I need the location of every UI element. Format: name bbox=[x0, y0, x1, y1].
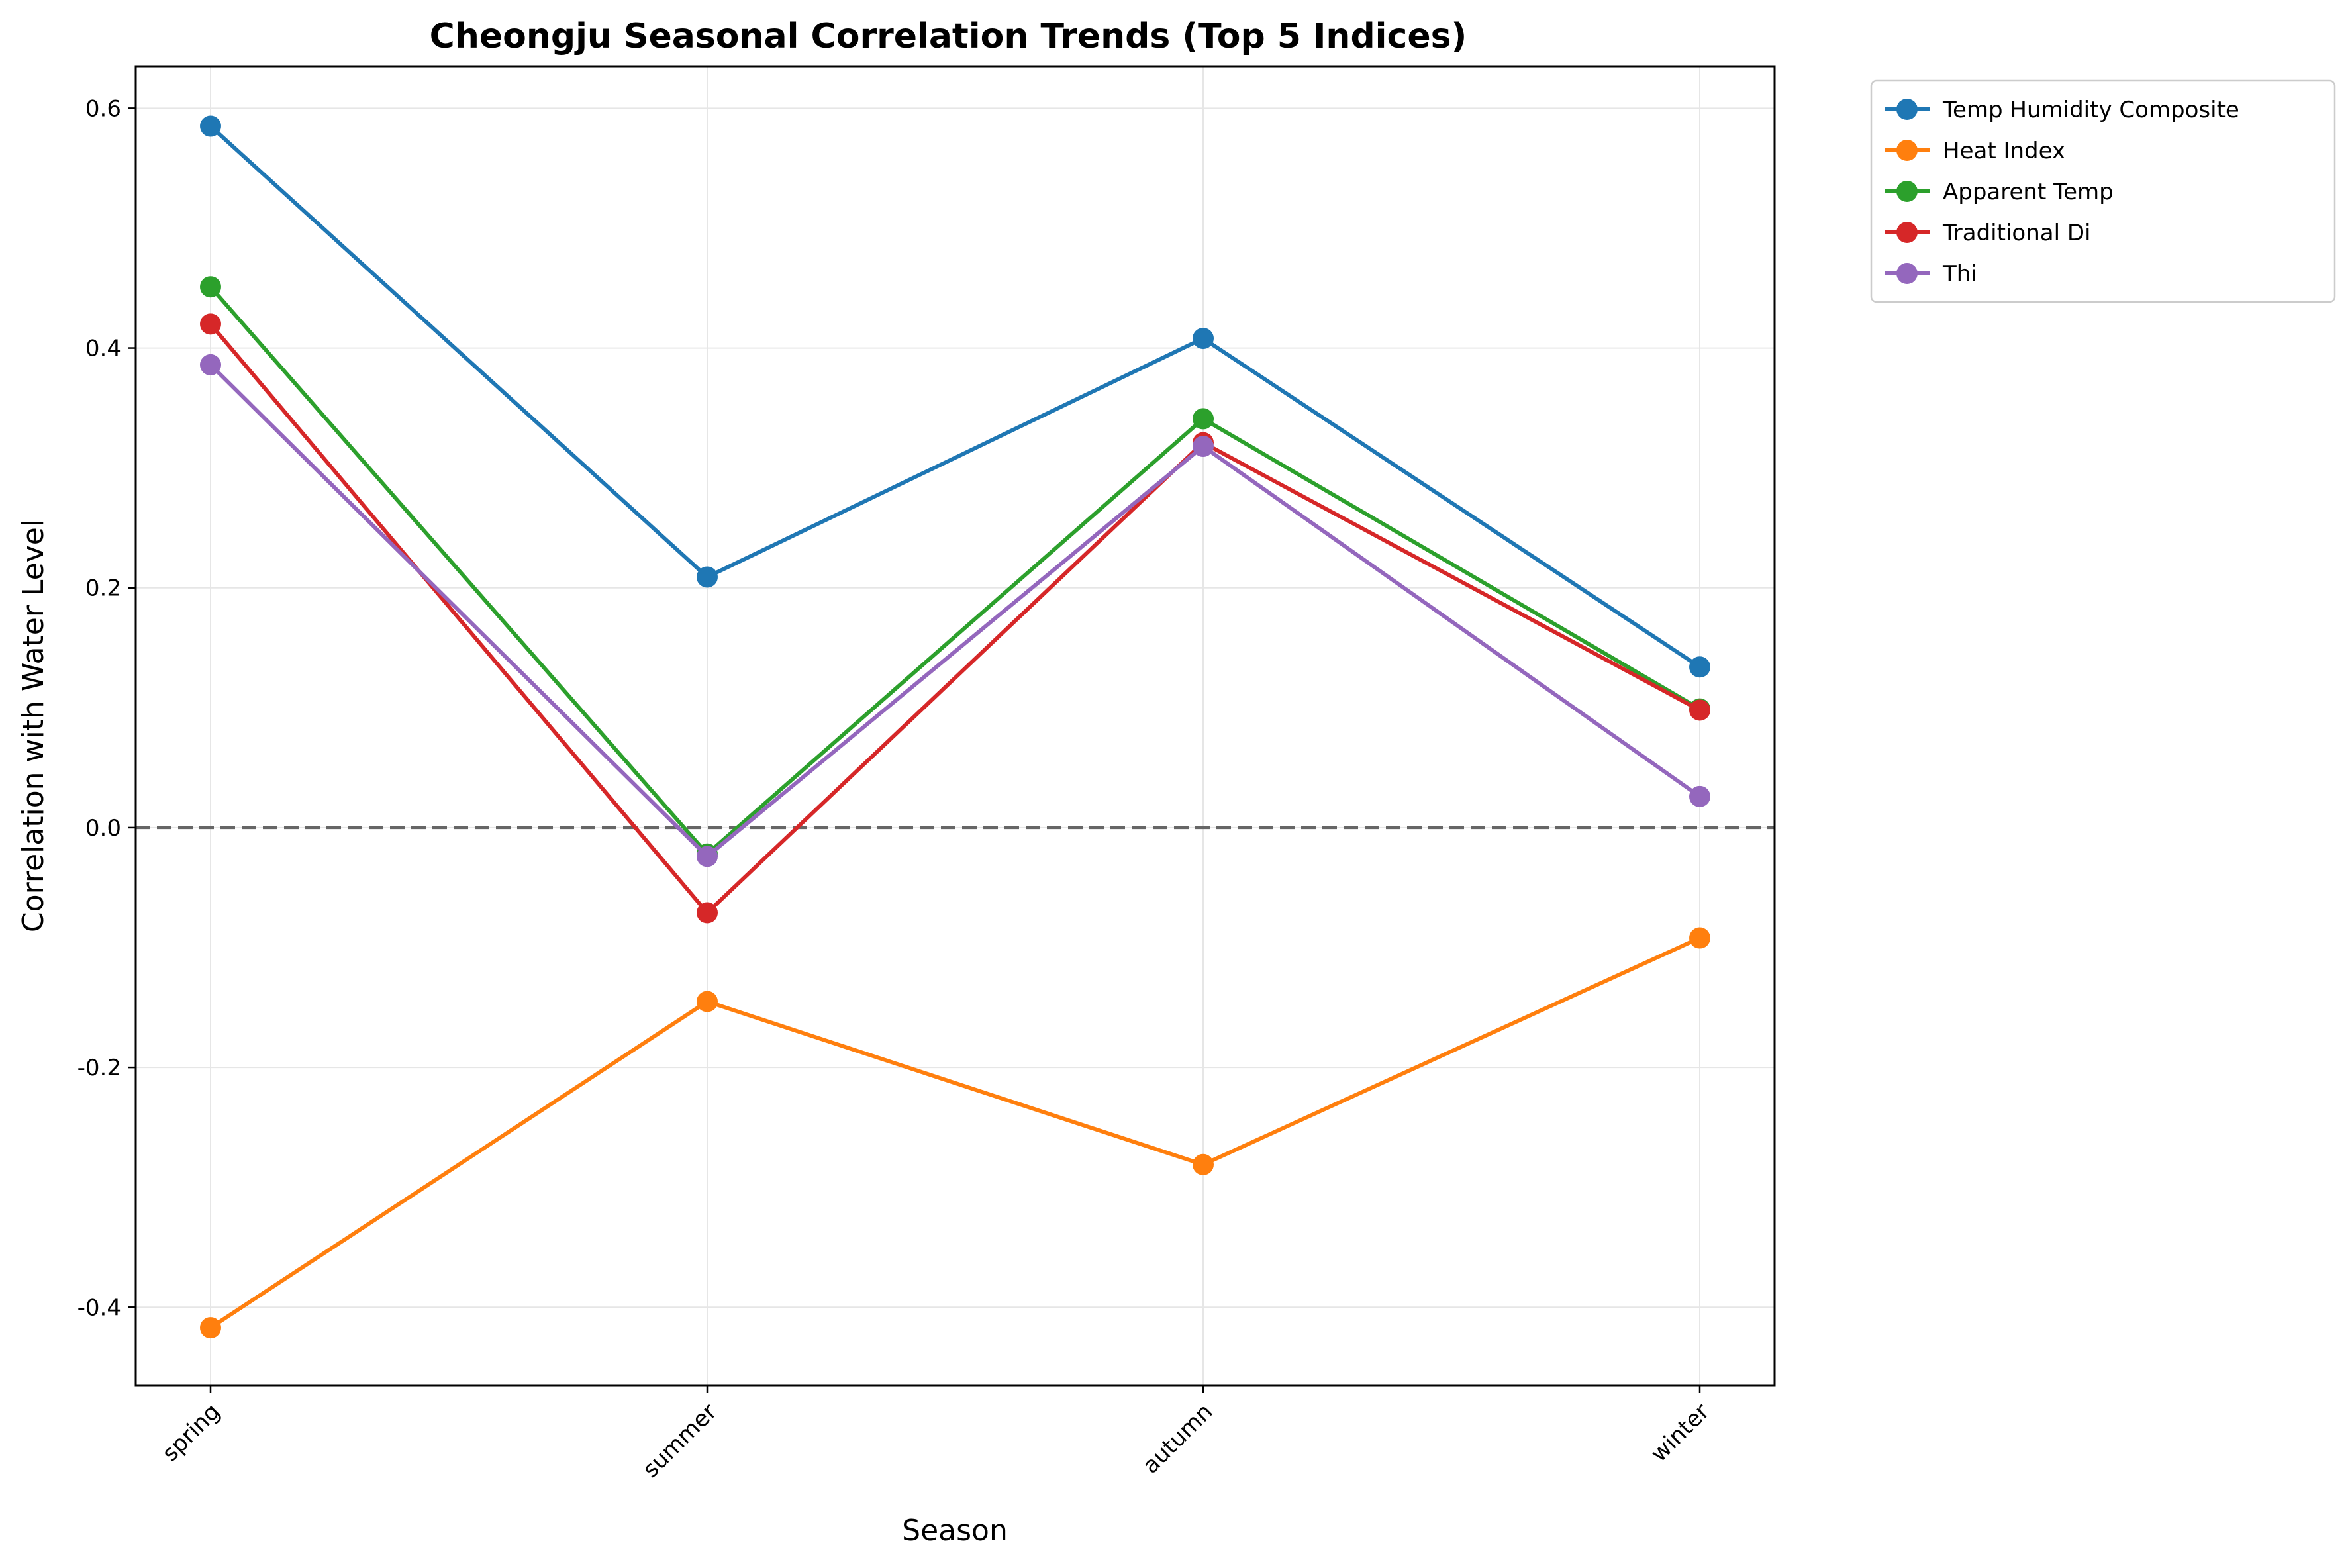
data-point bbox=[697, 902, 718, 924]
chart-title: Cheongju Seasonal Correlation Trends (To… bbox=[430, 17, 1467, 56]
data-point bbox=[1689, 699, 1710, 721]
legend-label: Traditional Di bbox=[1942, 220, 2090, 246]
legend-item: Temp Humidity Composite bbox=[1885, 97, 2239, 123]
x-axis-label: Season bbox=[902, 1514, 1008, 1547]
legend-box bbox=[1870, 79, 2336, 303]
y-tick-label: 0.2 bbox=[85, 575, 121, 602]
y-tick-label: -0.4 bbox=[77, 1295, 121, 1321]
legend-label: Apparent Temp bbox=[1943, 179, 2114, 205]
data-point bbox=[697, 566, 718, 588]
data-point bbox=[200, 115, 221, 137]
plot-frame bbox=[134, 65, 1776, 1387]
legend-swatch-marker bbox=[1896, 99, 1918, 120]
data-point bbox=[697, 991, 718, 1012]
y-axis-label: Correlation with Water Level bbox=[17, 519, 50, 932]
data-point bbox=[1193, 1153, 1214, 1175]
y-tick-label: 0.6 bbox=[85, 95, 121, 122]
legend-swatch-marker bbox=[1896, 181, 1918, 202]
legend-label: Temp Humidity Composite bbox=[1942, 97, 2239, 123]
series-line bbox=[209, 124, 1701, 669]
series-line bbox=[209, 322, 1701, 915]
y-axis: -0.4 -0.2 0.0 0.2 0.4 0.6 bbox=[77, 95, 136, 1321]
series-line bbox=[209, 936, 1701, 1330]
data-point bbox=[697, 846, 718, 867]
legend-label: Thi bbox=[1942, 261, 1977, 287]
data-point bbox=[200, 276, 221, 298]
series-line bbox=[209, 363, 1701, 859]
data-point bbox=[1193, 328, 1214, 350]
data-point bbox=[200, 313, 221, 335]
data-point bbox=[1689, 656, 1710, 678]
data-point bbox=[1689, 927, 1710, 949]
legend: Temp Humidity Composite Heat Index Apparen… bbox=[1870, 79, 2336, 303]
y-tick-label: 0.0 bbox=[85, 815, 121, 842]
data-point bbox=[1193, 436, 1214, 458]
series-temp-humidity-composite bbox=[200, 115, 1710, 678]
series-line bbox=[209, 285, 1701, 856]
legend-item: Apparent Temp bbox=[1885, 179, 2114, 205]
data-point bbox=[200, 1317, 221, 1339]
y-tick-label: -0.2 bbox=[77, 1055, 121, 1081]
legend-item: Thi bbox=[1885, 261, 1977, 287]
legend-swatch-marker bbox=[1896, 263, 1918, 284]
series-thi bbox=[200, 354, 1710, 867]
legend-item: Traditional Di bbox=[1885, 220, 2090, 246]
series-group bbox=[200, 115, 1710, 1339]
y-tick-label: 0.4 bbox=[85, 336, 121, 362]
legend-swatch-marker bbox=[1896, 140, 1918, 161]
data-point bbox=[1193, 408, 1214, 430]
data-point bbox=[200, 354, 221, 375]
series-heat-index bbox=[200, 927, 1710, 1339]
legend-item: Heat Index bbox=[1885, 138, 2065, 164]
legend-label: Heat Index bbox=[1943, 138, 2065, 164]
legend-swatch-marker bbox=[1896, 222, 1918, 243]
data-point bbox=[1689, 785, 1710, 807]
